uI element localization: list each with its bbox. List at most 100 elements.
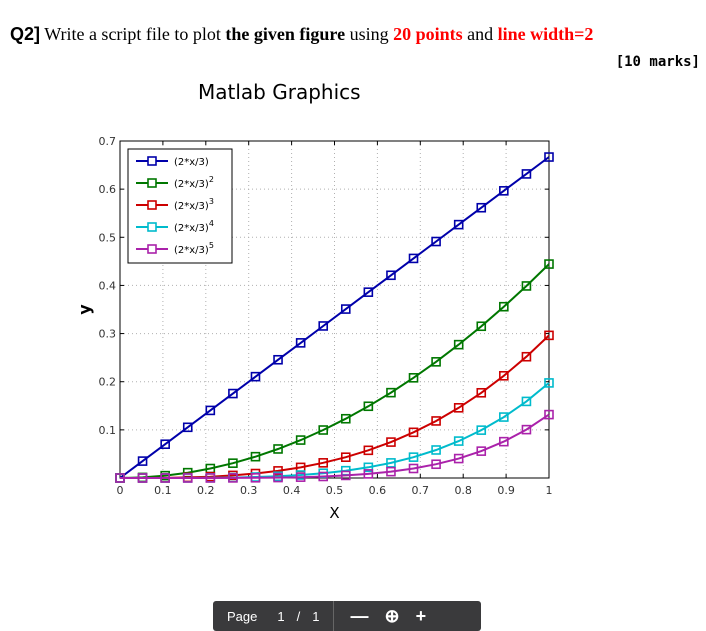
data-point	[476, 446, 487, 456]
data-point	[544, 409, 554, 420]
y-tick-label: 0.1	[99, 424, 117, 437]
data-point	[453, 436, 464, 446]
data-point	[453, 453, 464, 464]
zoom-in-button[interactable]: +	[415, 605, 427, 626]
data-point	[205, 473, 216, 483]
data-point	[431, 236, 441, 247]
data-point	[386, 437, 396, 447]
legend-entry: (2*x/3)3	[174, 197, 214, 212]
data-point	[431, 445, 441, 455]
data-point	[499, 186, 509, 196]
y-tick-label: 0.2	[99, 376, 117, 389]
data-point	[431, 416, 441, 426]
legend-marker	[147, 200, 157, 210]
data-point	[340, 452, 351, 463]
page-separator: /	[296, 608, 301, 624]
y-axis-label: y	[75, 304, 94, 315]
data-point	[476, 202, 487, 213]
zoom-icon[interactable]: ⊕	[384, 605, 400, 626]
data-point	[453, 219, 464, 230]
data-point	[408, 253, 419, 264]
data-point	[499, 301, 509, 312]
data-point	[273, 444, 283, 454]
data-point	[431, 459, 441, 470]
data-point	[273, 354, 283, 365]
legend-entry: (2*x/3)5	[174, 241, 214, 256]
data-point	[544, 330, 554, 341]
data-point	[521, 351, 532, 362]
data-point	[228, 458, 238, 468]
data-point	[363, 445, 374, 456]
data-point	[318, 471, 329, 482]
data-point	[453, 403, 464, 413]
data-point	[386, 387, 396, 398]
x-tick-label: 0	[117, 484, 124, 497]
data-point	[273, 472, 283, 483]
data-point	[499, 436, 509, 447]
x-tick-label: 0.7	[412, 484, 430, 497]
data-point	[408, 463, 419, 474]
data-point	[318, 425, 329, 435]
data-point	[363, 469, 374, 479]
data-point	[273, 466, 283, 476]
data-point	[544, 378, 554, 388]
data-point	[363, 462, 374, 473]
page-number-input[interactable]: 1	[277, 608, 285, 624]
data-point	[408, 427, 419, 438]
data-point	[408, 452, 419, 462]
x-tick-label: 0.4	[283, 484, 301, 497]
data-point	[476, 321, 487, 332]
data-point	[544, 259, 554, 269]
x-tick-label: 0.5	[326, 484, 344, 497]
data-point	[115, 473, 125, 483]
question-text-part: using	[345, 24, 394, 44]
data-point	[250, 451, 261, 462]
toolbar-divider	[333, 601, 335, 631]
data-point	[250, 371, 261, 382]
data-point	[521, 281, 532, 291]
data-point	[318, 321, 329, 331]
x-tick-label: 0.6	[369, 484, 387, 497]
data-point	[160, 473, 170, 483]
legend-marker	[147, 178, 157, 188]
x-tick-label: 0.1	[154, 484, 172, 497]
chart-title: Matlab Graphics	[198, 80, 361, 104]
legend-entry: (2*x/3)2	[174, 175, 214, 190]
pdf-viewer-toolbar: Page 1 / 1 — ⊕ +	[213, 601, 481, 631]
data-point	[182, 422, 193, 433]
legend-marker	[147, 222, 157, 232]
legend-marker	[147, 244, 157, 254]
legend-marker	[147, 156, 157, 166]
data-point	[205, 405, 216, 416]
x-tick-label: 0.8	[454, 484, 472, 497]
data-point	[521, 169, 532, 179]
question-text-part: Write a script file to plot	[40, 24, 226, 44]
data-point	[137, 473, 148, 483]
y-tick-label: 0.5	[99, 231, 117, 244]
axes-frame	[119, 140, 550, 479]
data-point	[160, 439, 170, 450]
data-point	[476, 387, 487, 398]
page-total: 1	[312, 608, 320, 624]
x-axis-label: X	[329, 504, 339, 522]
data-point	[521, 424, 532, 435]
question-text: Q2] Write a script file to plot the give…	[10, 24, 593, 45]
y-tick-label: 0.3	[99, 328, 117, 341]
linewidth-requirement: line width=2	[497, 24, 594, 44]
data-point	[295, 472, 306, 482]
data-point	[250, 473, 261, 483]
question-text-part: and	[462, 24, 498, 44]
legend-entry: (2*x/3)	[174, 157, 209, 168]
zoom-out-button[interactable]: —	[350, 605, 369, 626]
data-point	[476, 425, 487, 435]
question-number: Q2]	[10, 24, 41, 44]
data-point	[295, 435, 306, 445]
question-bold-text: the given figure	[225, 24, 346, 44]
data-point	[408, 373, 419, 383]
legend-entry: (2*x/3)4	[174, 219, 214, 234]
data-point	[499, 370, 509, 381]
data-point	[228, 473, 238, 483]
data-point	[521, 396, 532, 407]
data-point	[228, 388, 238, 399]
